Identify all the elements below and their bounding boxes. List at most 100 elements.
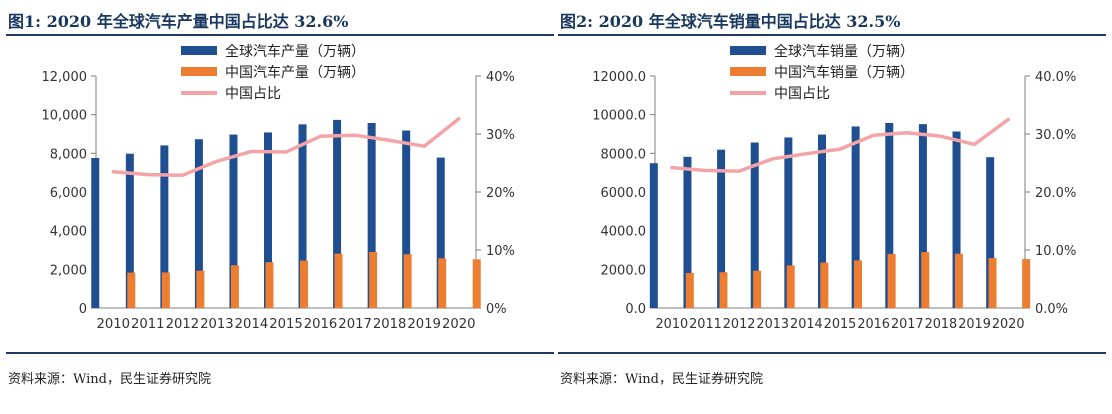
x-tick-label: 2012	[166, 317, 200, 332]
bar-global	[784, 137, 793, 308]
bar-china	[887, 253, 896, 308]
x-tick-label: 2010	[97, 317, 131, 332]
x-tick-label: 2016	[304, 317, 338, 332]
series-line-china-share	[111, 117, 461, 177]
figure-title: 图2: 2020 年全球汽车销量中国占比达 32.5%	[560, 12, 901, 31]
legend-label: 中国汽车销量（万辆）	[774, 64, 914, 81]
figure-title: 图1: 2020 年全球汽车产量中国占比达 32.6%	[8, 12, 349, 31]
y-right-tick-label: 30%	[486, 128, 515, 143]
bar-global	[298, 124, 307, 308]
y-right-tick-label: 0.0%	[1035, 302, 1068, 317]
x-tick-label: 2011	[131, 317, 165, 332]
x-tick-label: 2013	[756, 317, 789, 332]
figure-production: 图1: 2020 年全球汽车产量中国占比达 32.6% 0 2,000 4,000 6…	[6, 0, 554, 414]
bar-china	[820, 262, 829, 308]
bar-china	[369, 251, 378, 308]
y-right-tick-label: 10%	[486, 244, 515, 259]
y-left-tick-label: 0	[79, 302, 87, 317]
y-left-tick-label: 2,000	[50, 263, 87, 278]
y-right-tick-label: 0%	[486, 302, 507, 317]
title-divider	[558, 34, 1106, 36]
bar-global	[333, 119, 342, 309]
bar-china	[196, 270, 205, 308]
x-tick-label: 2018	[925, 317, 958, 332]
bar-global	[918, 124, 927, 308]
y-right-tick-label: 10.0%	[1035, 244, 1076, 259]
legend-swatch	[730, 67, 766, 76]
y-right-tick-label: 20%	[486, 186, 515, 201]
x-tick-label: 2020	[992, 317, 1025, 332]
bar-china	[719, 272, 728, 308]
bar-global	[649, 163, 658, 308]
bar-global	[952, 131, 961, 308]
x-tick-label: 2020	[442, 317, 476, 332]
y-left-tick-label: 6000.0	[601, 186, 647, 201]
bar-china	[921, 252, 930, 308]
legend-label: 中国汽车产量（万辆）	[225, 64, 365, 81]
bar-global	[717, 149, 726, 308]
x-tick-label: 2015	[269, 317, 303, 332]
bar-china	[334, 253, 343, 308]
figure-sales: 图2: 2020 年全球汽车销量中国占比达 32.5% 0.0 2000.0 400…	[558, 0, 1106, 414]
y-left-tick-label: 12000.0	[592, 70, 646, 85]
source-divider	[558, 352, 1106, 354]
x-tick-label: 2017	[891, 317, 924, 332]
source-note: 资料来源：Wind，民生证券研究院	[560, 372, 763, 387]
legend-swatch	[181, 46, 217, 55]
bar-global	[750, 142, 759, 308]
y-left-tick-label: 10,000	[42, 109, 88, 124]
bar-global	[160, 145, 169, 308]
sales-chart: 0.0 2000.0 4000.0 6000.0 8000.0 10000.0 12000.…	[592, 43, 1076, 332]
y-right-tick-label: 30.0%	[1035, 128, 1076, 143]
x-tick-label: 2014	[790, 317, 823, 332]
bar-global	[264, 132, 272, 308]
bar-global	[367, 122, 376, 308]
series-line-china-share	[670, 117, 1010, 173]
y-left-tick-label: 8,000	[50, 147, 87, 162]
x-tick-label: 2015	[824, 317, 857, 332]
bar-china	[230, 265, 239, 308]
bar-china	[472, 259, 481, 308]
x-tick-label: 2013	[200, 317, 234, 332]
bar-global	[229, 134, 238, 308]
bar-global	[194, 139, 203, 308]
x-tick-label: 2010	[656, 317, 689, 332]
y-left-tick-label: 6,000	[50, 186, 87, 201]
x-tick-label: 2011	[689, 317, 722, 332]
x-tick-label: 2018	[373, 317, 407, 332]
bar-china	[854, 260, 862, 308]
y-left-tick-label: 8000.0	[601, 147, 647, 162]
title-divider	[6, 34, 554, 36]
x-tick-label: 2019	[958, 317, 991, 332]
y-left-tick-label: 12,000	[42, 70, 88, 85]
bar-global	[91, 157, 100, 308]
bar-global	[402, 130, 411, 308]
bar-china	[954, 253, 963, 308]
bar-global	[986, 157, 995, 308]
bar-global	[851, 126, 860, 309]
legend-label: 全球汽车销量（万辆）	[774, 43, 914, 60]
bar-china	[438, 258, 447, 308]
x-tick-label: 2019	[407, 317, 441, 332]
x-tick-label: 2017	[338, 317, 372, 332]
x-tick-label: 2016	[857, 317, 890, 332]
bar-china	[1022, 259, 1031, 308]
source-divider	[6, 352, 554, 354]
y-left-tick-label: 2000.0	[601, 263, 647, 278]
bar-china	[127, 272, 136, 308]
bar-china	[685, 273, 694, 308]
y-right-tick-label: 20.0%	[1035, 186, 1076, 201]
bar-global	[818, 134, 826, 308]
bar-china	[265, 262, 274, 308]
production-chart: 0 2,000 4,000 6,000 8,000 10,000 12,000 0% 10% 20…	[42, 43, 515, 332]
legend-swatch	[181, 67, 217, 76]
bar-china	[786, 265, 795, 308]
legend-label: 全球汽车产量（万辆）	[225, 43, 365, 60]
y-left-tick-label: 10000.0	[592, 109, 646, 124]
bar-global	[885, 122, 894, 308]
y-left-tick-label: 4,000	[50, 225, 87, 240]
x-tick-label: 2012	[723, 317, 756, 332]
source-note: 资料来源：Wind，民生证券研究院	[8, 372, 211, 387]
legend-label: 中国占比	[774, 86, 830, 102]
y-left-tick-label: 4000.0	[601, 225, 647, 240]
